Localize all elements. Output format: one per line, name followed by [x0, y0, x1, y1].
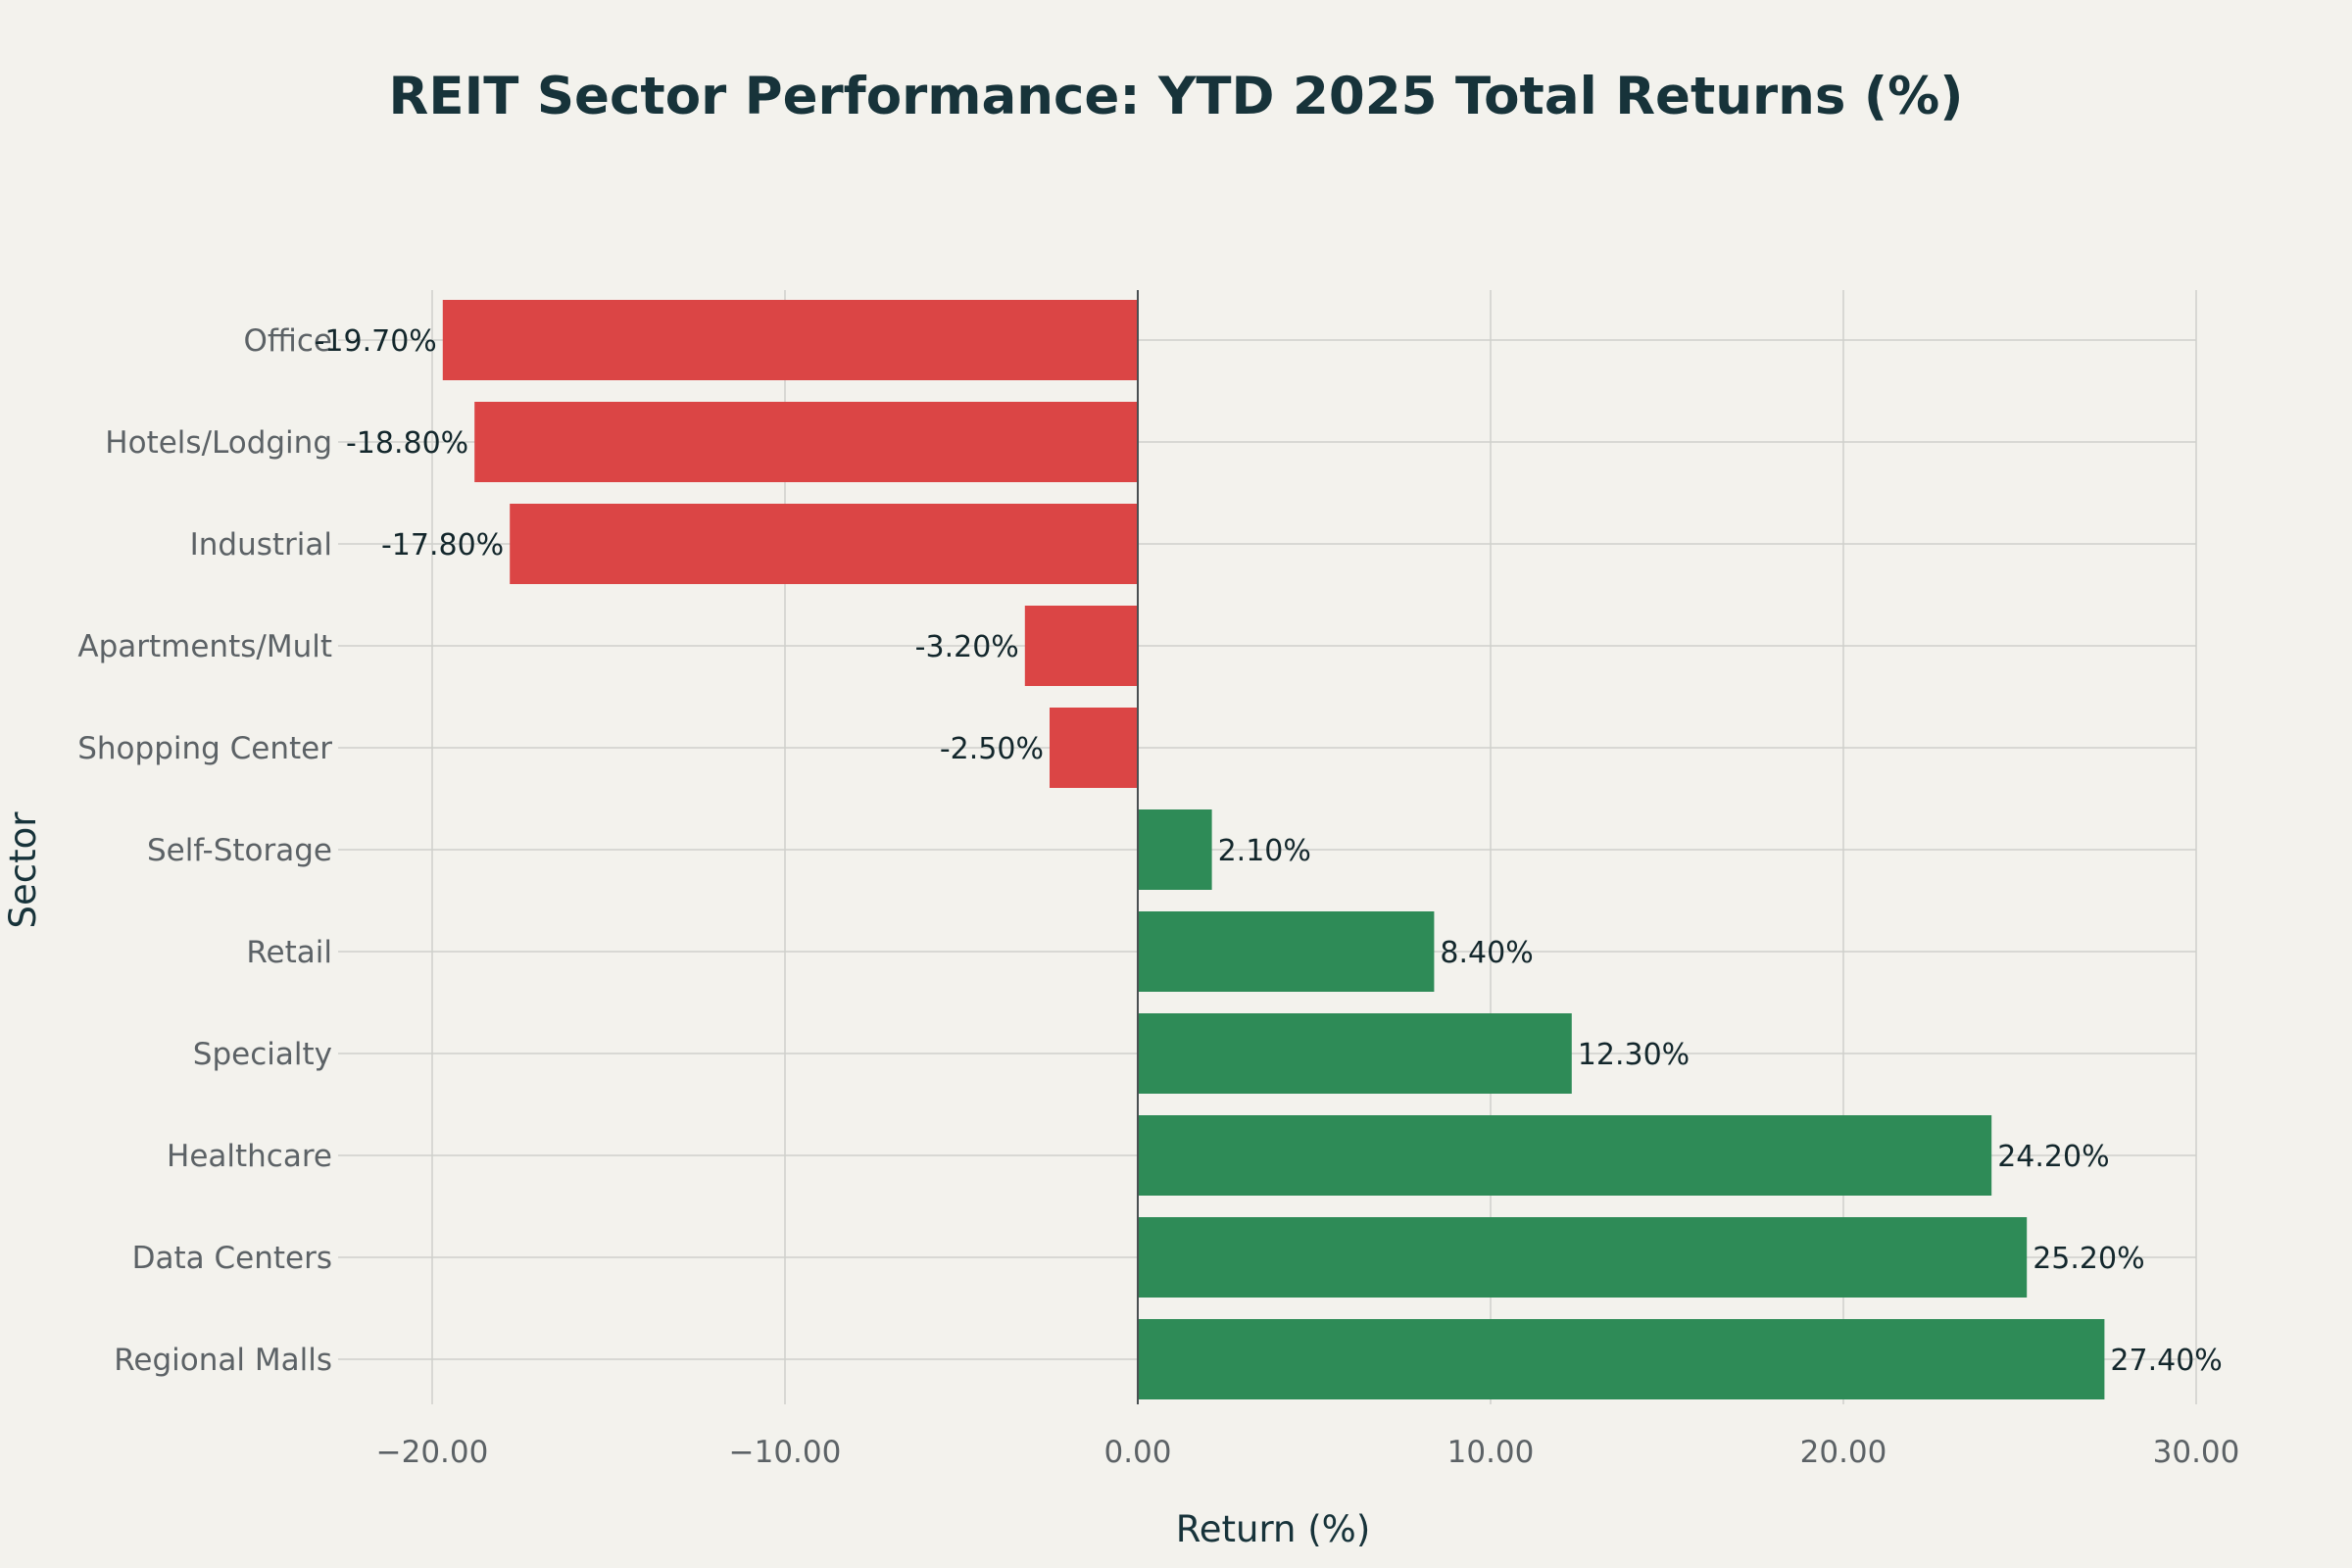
- y-tick-label: Healthcare: [167, 1139, 332, 1174]
- y-tick-label: Regional Malls: [114, 1343, 332, 1378]
- y-tick-label: Industrial: [190, 527, 332, 563]
- value-label: 2.10%: [1218, 834, 1311, 868]
- value-labels: -19.70% -18.80% -17.80% -3.20% -2.50% 2.10% 8.…: [315, 324, 2223, 1378]
- value-label: -19.70%: [315, 324, 437, 359]
- value-label: -18.80%: [346, 426, 468, 461]
- x-tick-labels: −20.00 −10.00 0.00 10.00 20.00 30.00: [376, 1435, 2240, 1470]
- chart-title: REIT Sector Performance: YTD 2025 Total …: [389, 67, 1964, 126]
- bar: [1138, 1319, 2105, 1399]
- x-tick-label: 30.00: [2153, 1435, 2240, 1470]
- bar: [1138, 809, 1212, 890]
- y-tick-label: Specialty: [193, 1037, 332, 1072]
- bar: [1138, 1217, 2028, 1298]
- bar: [1138, 1115, 1992, 1196]
- value-label: 27.40%: [2110, 1344, 2222, 1378]
- value-label: 12.30%: [1578, 1038, 1690, 1072]
- y-tick-label: Apartments/Mult: [77, 629, 332, 664]
- x-tick-label: 20.00: [1800, 1435, 1887, 1470]
- y-tick-label: Self-Storage: [147, 833, 332, 868]
- y-tick-label: Retail: [246, 935, 332, 970]
- value-label: 8.40%: [1440, 936, 1533, 970]
- bar: [474, 402, 1138, 482]
- y-tick-label: Office: [244, 323, 333, 359]
- bar: [1024, 606, 1138, 686]
- x-axis-title: Return (%): [1176, 1508, 1371, 1550]
- value-label: -2.50%: [940, 732, 1044, 766]
- x-tick-label: 0.00: [1103, 1435, 1171, 1470]
- bar: [442, 300, 1138, 380]
- bar: [1050, 708, 1138, 788]
- value-label: -3.20%: [915, 630, 1019, 664]
- bar: [510, 504, 1138, 584]
- x-tick-label: −10.00: [729, 1435, 842, 1470]
- y-tick-label: Shopping Center: [77, 731, 332, 766]
- bar: [1138, 911, 1435, 992]
- value-label: 25.20%: [2033, 1242, 2144, 1276]
- y-tick-label: Data Centers: [132, 1241, 332, 1276]
- value-label: 24.20%: [1997, 1140, 2109, 1174]
- bar: [1138, 1013, 1572, 1094]
- x-tick-label: 10.00: [1447, 1435, 1535, 1470]
- x-tick-label: −20.00: [376, 1435, 489, 1470]
- y-tick-label: Hotels/Lodging: [105, 425, 332, 461]
- value-label: -17.80%: [381, 528, 504, 563]
- y-axis-title: Sector: [2, 811, 44, 929]
- bars: [442, 300, 2105, 1399]
- y-tick-labels: Office Hotels/Lodging Industrial Apartments…: [77, 323, 332, 1378]
